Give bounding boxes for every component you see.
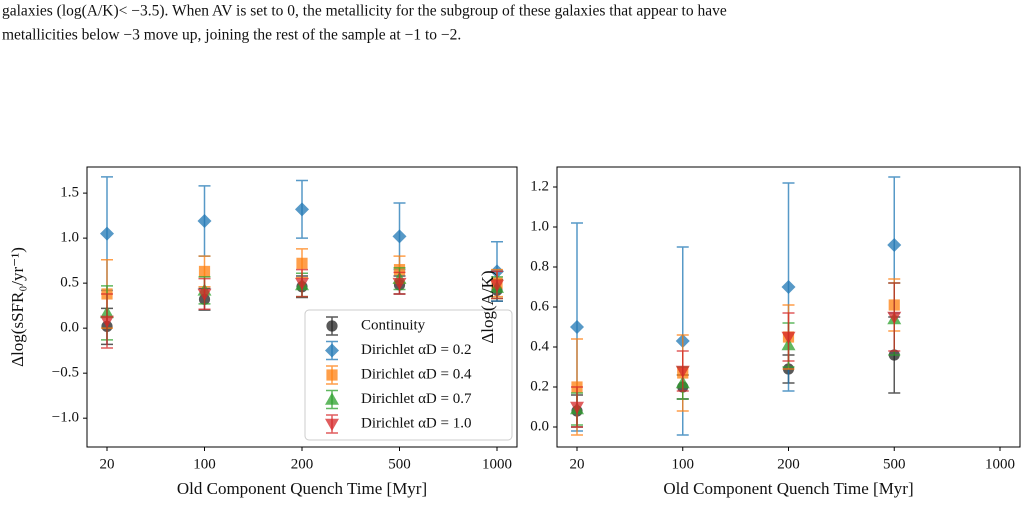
- data-marker: [100, 226, 114, 241]
- paragraph-line: metallicities below −3 move up, joining …: [2, 27, 461, 44]
- data-marker: [887, 311, 902, 324]
- data-marker: [781, 280, 796, 294]
- legend-label: Dirichlet αD = 0.4: [361, 366, 472, 382]
- y-tick-label: −0.5: [52, 365, 79, 381]
- legend-label: Dirichlet αD = 1.0: [361, 415, 471, 431]
- x-tick-label: 20: [570, 456, 585, 472]
- data-marker: [570, 401, 584, 414]
- y-tick-label: −1.0: [52, 410, 79, 426]
- legend-marker: [325, 418, 339, 431]
- legend-label: Dirichlet αD = 0.2: [361, 342, 471, 358]
- data-marker: [781, 331, 796, 344]
- data-marker: [295, 202, 309, 217]
- data-marker: [197, 288, 212, 301]
- x-tick-label: 100: [193, 456, 216, 472]
- y-tick-label: 1.0: [530, 218, 549, 234]
- y-axis-label: Δlog(A/K): [478, 270, 497, 343]
- y-tick-label: 0.5: [60, 275, 79, 291]
- x-tick-label: 20: [100, 456, 115, 472]
- legend-label: Dirichlet αD = 0.7: [361, 391, 472, 407]
- x-axis-label: Old Component Quench Time [Myr]: [663, 479, 913, 498]
- legend-marker: [326, 369, 338, 381]
- data-marker: [570, 320, 584, 334]
- y-axis-label: Δlog(sSFR₀/yr⁻¹): [8, 247, 27, 367]
- x-tick-label: 1000: [985, 456, 1015, 472]
- y-tick-label: 0.0: [60, 320, 79, 336]
- legend-marker: [325, 392, 339, 405]
- y-tick-label: 1.2: [530, 178, 549, 194]
- data-marker: [295, 277, 309, 291]
- y-tick-label: 0.0: [530, 418, 549, 434]
- y-tick-label: 0.2: [530, 378, 549, 394]
- data-marker: [100, 315, 114, 328]
- x-tick-label: 200: [291, 456, 314, 472]
- y-tick-label: 0.8: [530, 258, 549, 274]
- data-marker: [675, 365, 690, 378]
- x-tick-label: 100: [672, 456, 695, 472]
- data-marker: [392, 277, 407, 291]
- data-marker: [392, 229, 407, 244]
- y-tick-label: 0.4: [530, 338, 549, 354]
- legend-label: Continuity: [361, 317, 426, 333]
- data-marker: [197, 214, 212, 229]
- x-tick-label: 500: [883, 456, 906, 472]
- data-marker: [296, 257, 308, 269]
- legend-marker: [325, 343, 339, 358]
- x-tick-label: 500: [388, 456, 411, 472]
- y-tick-label: 0.6: [530, 298, 549, 314]
- data-marker: [887, 238, 902, 252]
- y-tick-label: 1.0: [60, 230, 79, 246]
- data-marker: [490, 279, 504, 292]
- legend-marker: [326, 320, 338, 332]
- legend-box: [304, 309, 513, 441]
- data-marker: [198, 265, 211, 278]
- x-axis-label: Old Component Quench Time [Myr]: [177, 479, 427, 498]
- y-tick-label: 1.5: [60, 185, 79, 201]
- paragraph-line: galaxies (log(A/K)< −3.5). When AV is se…: [2, 3, 727, 20]
- x-tick-label: 1000: [482, 456, 512, 472]
- x-tick-label: 200: [777, 456, 800, 472]
